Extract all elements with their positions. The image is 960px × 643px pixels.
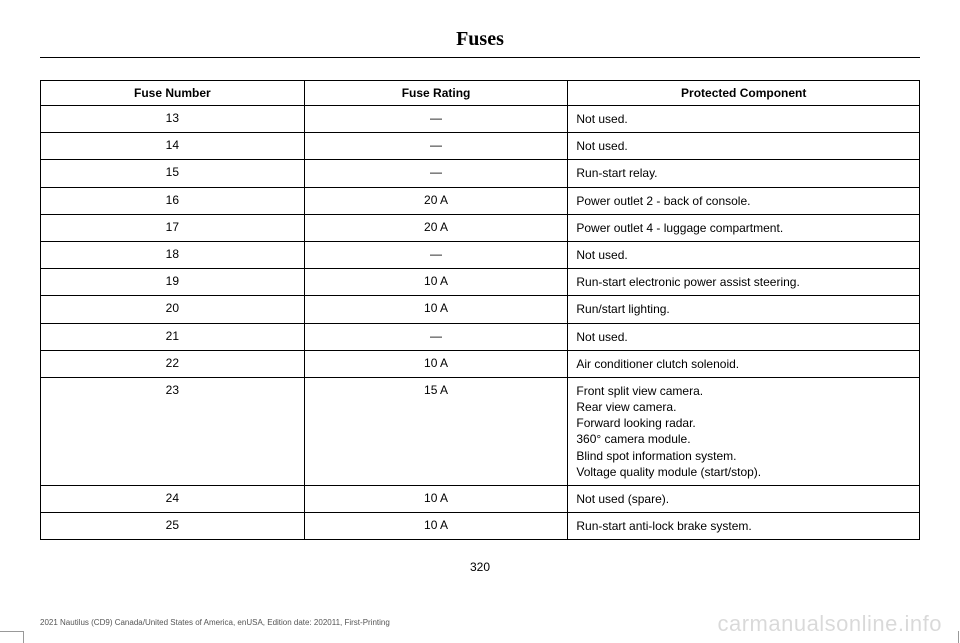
cell-protected-component: Run-start anti-lock brake system. [568, 513, 920, 540]
corner-mark-left [0, 631, 24, 643]
component-line: Not used. [576, 329, 911, 345]
cell-protected-component: Run-start electronic power assist steeri… [568, 269, 920, 296]
component-line: Forward looking radar. [576, 415, 911, 431]
table-header-row: Fuse Number Fuse Rating Protected Compon… [41, 81, 920, 106]
fuse-table: Fuse Number Fuse Rating Protected Compon… [40, 80, 920, 540]
cell-protected-component: Power outlet 2 - back of console. [568, 187, 920, 214]
cell-fuse-number: 15 [41, 160, 305, 187]
cell-protected-component: Not used. [568, 106, 920, 133]
cell-protected-component: Run/start lighting. [568, 296, 920, 323]
cell-protected-component: Front split view camera.Rear view camera… [568, 377, 920, 485]
component-line: Not used. [576, 138, 911, 154]
table-row: 14— Not used. [41, 133, 920, 160]
table-row: 1720 A Power outlet 4 - luggage compartme… [41, 214, 920, 241]
cell-fuse-rating: 10 A [304, 350, 568, 377]
cell-fuse-rating: — [304, 323, 568, 350]
cell-fuse-rating: 10 A [304, 513, 568, 540]
component-line: Not used. [576, 111, 911, 127]
cell-fuse-number: 13 [41, 106, 305, 133]
component-line: Run-start electronic power assist steeri… [576, 274, 911, 290]
table-row: 13— Not used. [41, 106, 920, 133]
cell-fuse-rating: 10 A [304, 269, 568, 296]
cell-fuse-number: 25 [41, 513, 305, 540]
component-line: Run-start anti-lock brake system. [576, 518, 911, 534]
component-line: 360° camera module. [576, 431, 911, 447]
page: Fuses Fuse Number Fuse Rating Protected … [0, 0, 960, 643]
col-header-fuse-number: Fuse Number [41, 81, 305, 106]
table-row: 2410 A Not used (spare). [41, 486, 920, 513]
cell-protected-component: Not used. [568, 133, 920, 160]
cell-fuse-number: 23 [41, 377, 305, 485]
cell-fuse-rating: — [304, 106, 568, 133]
cell-fuse-rating: — [304, 160, 568, 187]
table-row: 2010 A Run/start lighting. [41, 296, 920, 323]
cell-fuse-number: 19 [41, 269, 305, 296]
cell-fuse-rating: 10 A [304, 296, 568, 323]
table-row: 1620 A Power outlet 2 - back of console. [41, 187, 920, 214]
component-line: Blind spot information system. [576, 448, 911, 464]
component-line: Run-start relay. [576, 165, 911, 181]
component-line: Power outlet 2 - back of console. [576, 193, 911, 209]
table-row: 15— Run-start relay. [41, 160, 920, 187]
component-line: Front split view camera. [576, 383, 911, 399]
cell-protected-component: Run-start relay. [568, 160, 920, 187]
cell-fuse-number: 22 [41, 350, 305, 377]
cell-protected-component: Not used. [568, 241, 920, 268]
cell-protected-component: Not used. [568, 323, 920, 350]
page-title: Fuses [40, 28, 920, 51]
cell-fuse-number: 24 [41, 486, 305, 513]
table-row: 2210 A Air conditioner clutch solenoid. [41, 350, 920, 377]
cell-fuse-number: 20 [41, 296, 305, 323]
cell-fuse-number: 18 [41, 241, 305, 268]
col-header-fuse-rating: Fuse Rating [304, 81, 568, 106]
cell-protected-component: Not used (spare). [568, 486, 920, 513]
cell-fuse-number: 21 [41, 323, 305, 350]
cell-fuse-rating: — [304, 241, 568, 268]
component-line: Not used (spare). [576, 491, 911, 507]
cell-protected-component: Air conditioner clutch solenoid. [568, 350, 920, 377]
table-row: 1910 A Run-start electronic power assist … [41, 269, 920, 296]
footer-text: 2021 Nautilus (CD9) Canada/United States… [40, 618, 390, 627]
component-line: Air conditioner clutch solenoid. [576, 356, 911, 372]
watermark: carmanualsonline.info [717, 611, 942, 637]
table-row: 2510 A Run-start anti-lock brake system. [41, 513, 920, 540]
component-line: Rear view camera. [576, 399, 911, 415]
cell-fuse-number: 14 [41, 133, 305, 160]
component-line: Power outlet 4 - luggage compartment. [576, 220, 911, 236]
component-line: Run/start lighting. [576, 301, 911, 317]
cell-protected-component: Power outlet 4 - luggage compartment. [568, 214, 920, 241]
cell-fuse-rating: 15 A [304, 377, 568, 485]
page-number: 320 [40, 560, 920, 574]
cell-fuse-number: 16 [41, 187, 305, 214]
component-line: Not used. [576, 247, 911, 263]
col-header-protected-component: Protected Component [568, 81, 920, 106]
cell-fuse-rating: 10 A [304, 486, 568, 513]
title-rule [40, 57, 920, 58]
cell-fuse-rating: — [304, 133, 568, 160]
cell-fuse-rating: 20 A [304, 187, 568, 214]
table-row: 2315 AFront split view camera.Rear view … [41, 377, 920, 485]
cell-fuse-rating: 20 A [304, 214, 568, 241]
table-row: 21— Not used. [41, 323, 920, 350]
cell-fuse-number: 17 [41, 214, 305, 241]
component-line: Voltage quality module (start/stop). [576, 464, 911, 480]
table-row: 18— Not used. [41, 241, 920, 268]
